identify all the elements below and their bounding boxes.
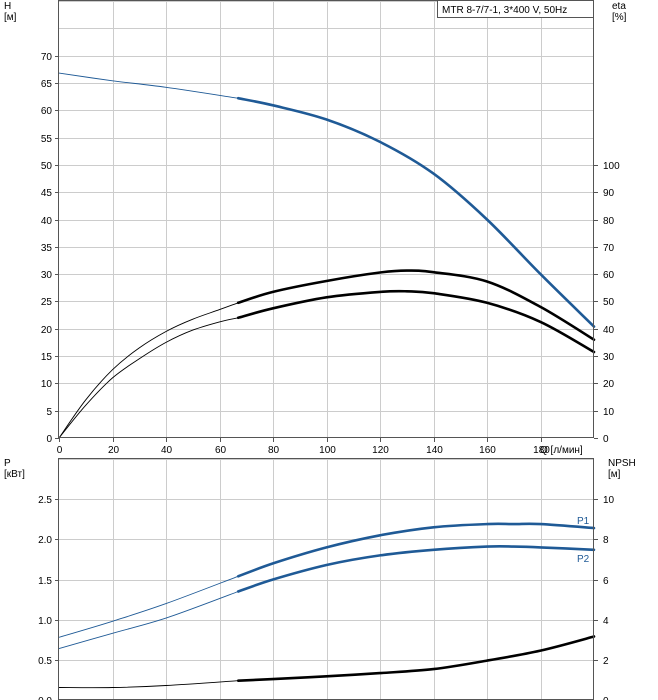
series-bottom-curve-2 [236,635,596,682]
top-series [58,72,596,439]
bottom-panel: P[кВт] NPSH[м] P1 P2 0.0 0.5 1.0 1.5 2.0 2.5 0 2… [4,458,636,700]
top-grid [59,1,594,438]
y-tick-label: 15 [41,352,53,363]
y-tick-label: 60 [41,106,53,117]
bottom-grid [59,459,594,700]
top-plot-frame [58,0,594,438]
y2-tick-label: 60 [603,270,615,281]
y2-tick-label: 90 [603,188,615,199]
bottom-y-axis-label: P [кВт] [4,458,25,480]
y-tick-label: 35 [41,243,53,254]
series-P1-extrapolated [58,575,239,638]
bottom-plot-frame [58,458,594,700]
y2-tick-label: 50 [603,297,615,308]
top-y-axis-label: H [м] [4,1,17,23]
bottom-y2-axis-label: NPSH [м] [608,458,636,480]
y2-tick-label: 8 [603,535,609,546]
y2-tick-label: 20 [603,379,615,390]
y-tick-label: 2.5 [38,495,52,506]
y-tick-label: 65 [41,79,53,90]
series-P2 [236,544,596,593]
top-ticks: 0 5 10 15 20 25 30 35 40 45 50 55 60 65 70 0 10 20 30 40 50 6… [41,52,620,456]
y-tick-label: 20 [41,325,53,336]
y2-tick-label: 6 [603,576,609,587]
x-tick-label: 180 [533,445,550,456]
title-box [437,0,594,18]
series-top-curve-2-extrapolated [58,317,239,439]
bottom-series: P1 P2 [58,516,596,689]
y2-tick-label: 80 [603,216,615,227]
series-P2-extrapolated [58,591,239,650]
y-tick-label: 40 [41,216,53,227]
series-P1 [236,522,596,578]
y-tick-label: 1.5 [38,576,52,587]
y-tick-label: 25 [41,297,53,308]
y2-tick-label: 100 [603,161,620,172]
top-panel: H [м] eta [%] 0 5 10 15 20 25 30 35 40 45 50 55 60 65 70… [4,0,627,456]
y-tick-label: 45 [41,188,53,199]
y-tick-label: 5 [46,407,52,418]
y-tick-label: 10 [41,379,53,390]
series-top-curve-0 [236,96,596,328]
y2-tick-label: 0 [603,434,609,445]
series-top-curve-1-extrapolated [58,302,239,439]
y2-tick-label: 4 [603,616,609,627]
y2-tick-label: 0 [603,696,609,700]
series-top-curve-2 [236,289,596,354]
x-tick-label: 60 [215,445,227,456]
x-tick-label: 120 [372,445,389,456]
top-x-axis-label: Q [л/мин] [540,445,583,456]
y-tick-label: 2.0 [38,535,52,546]
top-y2-axis-label: eta [%] [612,1,627,23]
chart-title: MTR 8-7/7-1, 3*400 V, 50Hz [442,5,567,16]
y-tick-label: 0.5 [38,656,52,667]
y2-tick-label: 10 [603,495,615,506]
y-tick-label: 30 [41,270,53,281]
y-tick-label: 0.0 [38,696,52,700]
y-tick-label: 1.0 [38,616,52,627]
y2-tick-label: 70 [603,243,615,254]
x-tick-label: 80 [268,445,280,456]
x-tick-label: 160 [479,445,496,456]
x-tick-label: 0 [57,445,63,456]
y-tick-label: 70 [41,52,53,63]
y2-tick-label: 2 [603,656,609,667]
x-tick-label: 100 [319,445,336,456]
y-tick-label: 55 [41,134,53,145]
bottom-ticks: 0.0 0.5 1.0 1.5 2.0 2.5 0 2 4 6 8 10 [38,495,614,700]
y2-tick-label: 30 [603,352,615,363]
x-tick-label: 140 [426,445,443,456]
series-label-P2: P2 [577,554,590,565]
series-top-curve-0-extrapolated [58,72,239,99]
series-top-curve-1 [236,269,596,341]
y2-tick-label: 40 [603,325,615,336]
y-tick-label: 50 [41,161,53,172]
x-tick-label: 20 [108,445,120,456]
y2-tick-label: 10 [603,407,615,418]
x-tick-label: 40 [161,445,173,456]
y-tick-label: 0 [46,434,52,445]
series-label-P1: P1 [577,516,590,527]
series-bottom-curve-2-extrapolated [58,680,239,689]
